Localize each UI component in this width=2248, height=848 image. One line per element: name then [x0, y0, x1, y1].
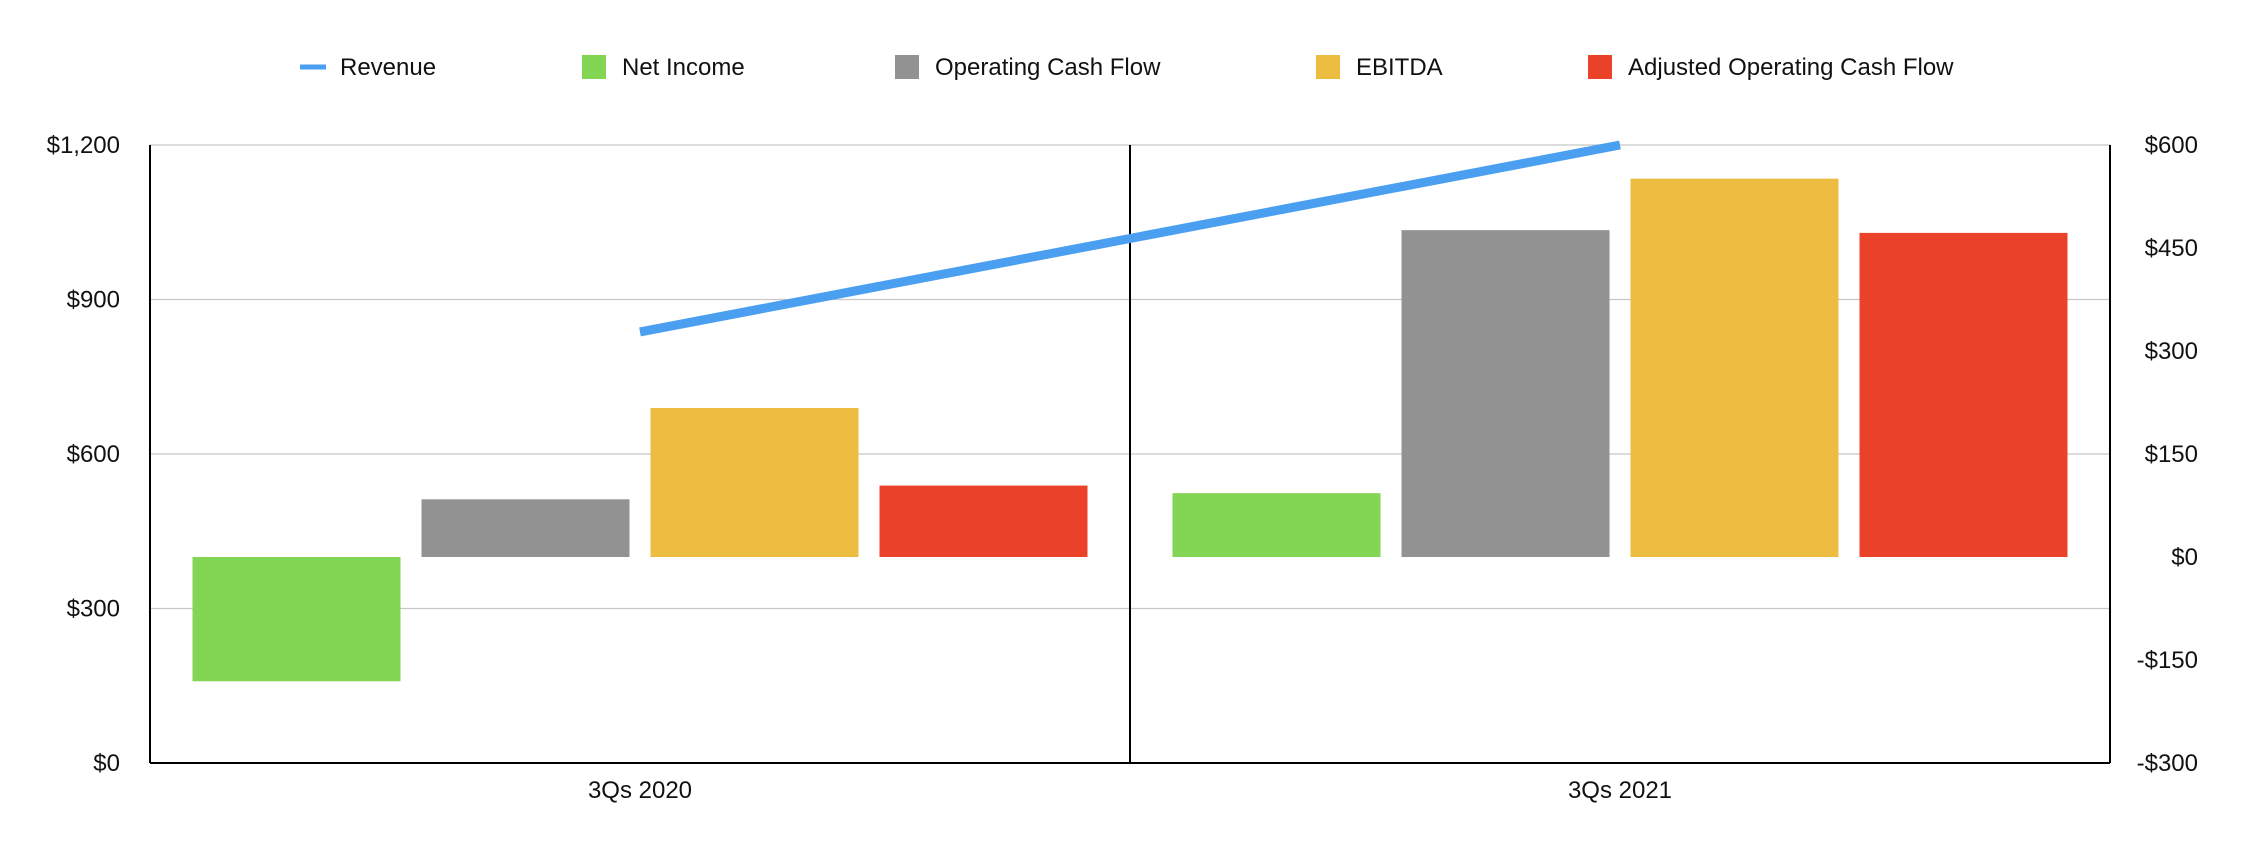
- legend-color-swatch: [582, 55, 606, 79]
- left-axis-ticks: $0 $300 $600 $900 $1,200: [47, 132, 120, 777]
- legend-label: EBITDA: [1356, 54, 1443, 81]
- x-axis-ticks: 3Qs 2020 3Qs 2021: [588, 777, 1672, 804]
- left-tick-label: $300: [67, 596, 120, 623]
- legend-label: Net Income: [622, 54, 745, 81]
- legend-label: Operating Cash Flow: [935, 54, 1161, 81]
- right-tick-label: $150: [2145, 441, 2198, 468]
- right-tick-label: -$150: [2137, 647, 2198, 674]
- left-tick-label: $900: [67, 287, 120, 314]
- legend-item-operating-cash-flow: Operating Cash Flow: [895, 54, 1161, 81]
- right-tick-label: $600: [2145, 132, 2198, 159]
- legend-color-swatch: [1588, 55, 1612, 79]
- right-tick-label: -$300: [2137, 750, 2198, 777]
- legend-color-swatch: [895, 55, 919, 79]
- axes: [149, 145, 2111, 764]
- legend-item-adjusted-operating-cash-flow: Adjusted Operating Cash Flow: [1588, 54, 1954, 81]
- bars: [192, 178, 2068, 682]
- revenue-line-layer: [639, 140, 1621, 337]
- right-tick-label: $0: [2171, 544, 2198, 571]
- series-line-revenue: [639, 140, 1621, 337]
- legend: Revenue Net Income Operating Cash Flow EBIT…: [300, 54, 1954, 81]
- right-axis-ticks: -$300 -$150 $0 $150 $300 $450 $600: [2137, 132, 2198, 777]
- right-tick-label: $450: [2145, 235, 2198, 262]
- x-tick-label: 3Qs 2020: [588, 777, 692, 804]
- bar-adjusted-operating-cash-flow-3qs-2021: [1859, 232, 2068, 558]
- legend-item-net-income: Net Income: [582, 54, 745, 81]
- bar-net-income-3qs-2021: [1172, 493, 1381, 557]
- bar-operating-cash-flow-3qs-2020: [421, 499, 630, 557]
- bar-adjusted-operating-cash-flow-3qs-2020: [879, 485, 1088, 557]
- right-tick-label: $300: [2145, 338, 2198, 365]
- legend-label: Revenue: [340, 54, 436, 81]
- legend-label: Adjusted Operating Cash Flow: [1628, 54, 1954, 81]
- bar-operating-cash-flow-3qs-2021: [1401, 230, 1610, 557]
- bar-net-income-3qs-2020: [192, 557, 401, 682]
- left-tick-label: $0: [93, 750, 120, 777]
- bar-ebitda-3qs-2021: [1630, 178, 1839, 557]
- legend-item-revenue: Revenue: [300, 54, 436, 81]
- bar-ebitda-3qs-2020: [650, 407, 859, 557]
- legend-color-swatch: [1316, 55, 1340, 79]
- x-tick-label: 3Qs 2021: [1568, 777, 1672, 804]
- legend-item-ebitda: EBITDA: [1316, 54, 1443, 81]
- left-tick-label: $600: [67, 441, 120, 468]
- left-tick-label: $1,200: [47, 132, 120, 159]
